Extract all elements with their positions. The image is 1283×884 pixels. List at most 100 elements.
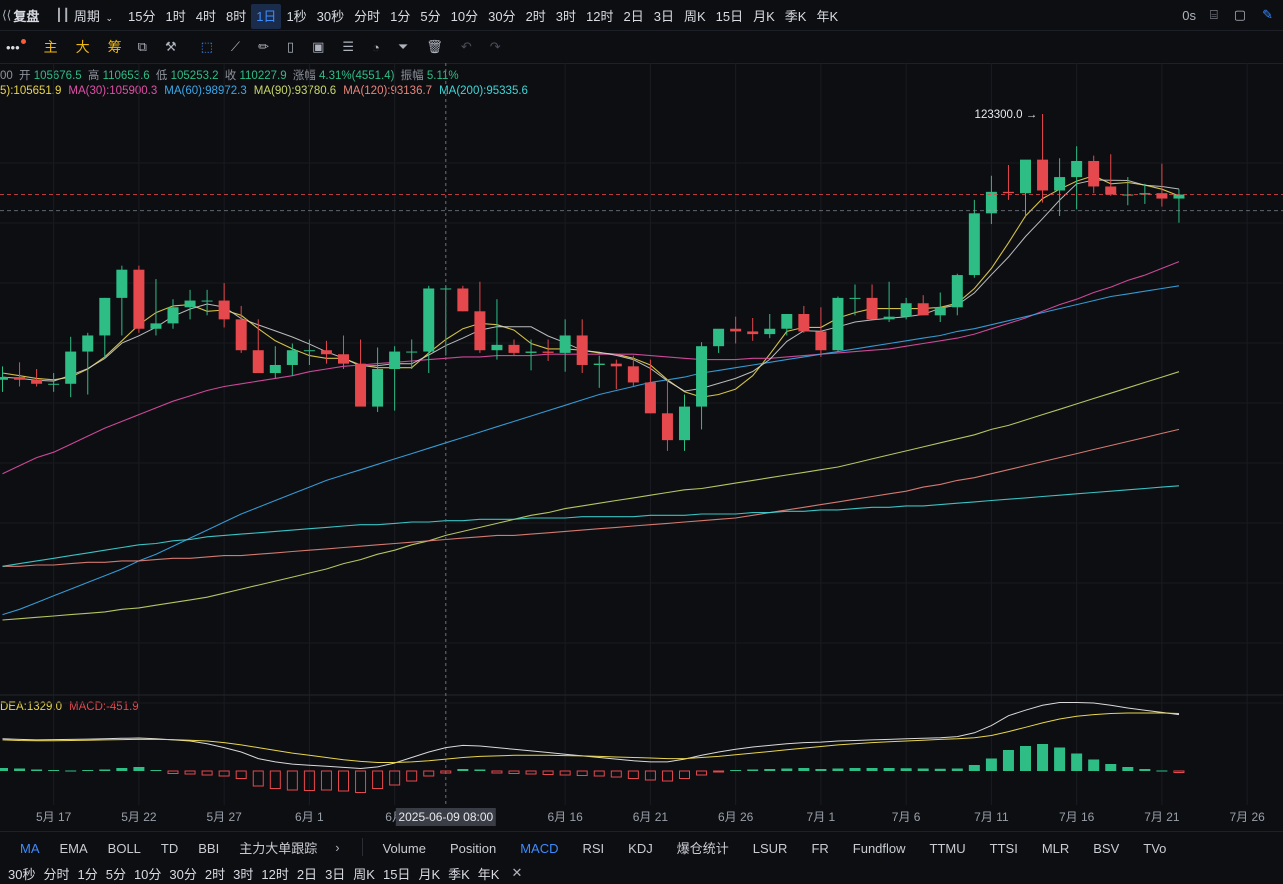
timeframe-20[interactable]: 季K <box>784 8 807 24</box>
bottom-timeframe-9[interactable]: 2日 <box>296 866 318 882</box>
cursor-icon[interactable]: ⬚ <box>200 39 213 54</box>
timeframe-1[interactable]: 1时 <box>165 8 186 24</box>
candle-tool-icon[interactable]: ▯ <box>286 39 295 54</box>
macd-bar <box>1139 769 1151 771</box>
timeframe-0[interactable]: 15分 <box>128 8 156 24</box>
bottom-timeframe-10[interactable]: 3日 <box>325 866 346 882</box>
x-axis-label: 5月 17 <box>36 810 72 824</box>
timeframe-4[interactable]: 1日 <box>251 3 282 29</box>
close-icon[interactable]: ✕ <box>511 865 523 880</box>
bottom-timeframe-11[interactable]: 周K <box>353 866 375 882</box>
tab-main-5[interactable]: 主力大单跟踪 <box>239 840 318 856</box>
note-icon[interactable]: ▣ <box>312 39 325 54</box>
bottom-timeframe-15[interactable]: 年K <box>477 866 500 882</box>
price-chart[interactable]: 123300.0 →5月 17 5月 22 5月 27 6月 1 6月 6月 16 6月 2… <box>0 63 1283 863</box>
macd-bar <box>1105 764 1117 771</box>
timeframe-21[interactable]: 年K <box>816 8 839 24</box>
chip-distribution-button[interactable]: 筹 <box>107 39 122 55</box>
candle-body <box>14 377 26 380</box>
large-order-button[interactable]: 大 <box>75 39 90 55</box>
trash-icon[interactable]: 🗑 <box>426 39 443 54</box>
tab-sub-13[interactable]: TVo <box>1143 840 1167 856</box>
tab-sub-9[interactable]: TTMU <box>929 840 966 856</box>
undo-icon[interactable]: ↶ <box>460 39 472 54</box>
tab-sub-0[interactable]: Volume <box>382 840 426 856</box>
bottom-timeframe-3[interactable]: 5分 <box>105 866 126 882</box>
tab-main-0[interactable]: MA <box>20 840 40 856</box>
period-dropdown[interactable]: 周期 ⌄ <box>74 6 113 25</box>
bottom-timeframe-4[interactable]: 10分 <box>133 866 162 882</box>
timeframe-19[interactable]: 月K <box>753 8 775 24</box>
candle-body <box>644 382 656 414</box>
candle-body <box>525 351 537 353</box>
timeframe-12[interactable]: 2时 <box>525 8 546 24</box>
candle-body <box>1071 160 1083 178</box>
tab-sub-10[interactable]: TTSI <box>989 840 1018 856</box>
x-axis-label: 6月 1 <box>295 810 324 824</box>
tab-main-1[interactable]: EMA <box>59 840 88 856</box>
magnet-icon[interactable]: ⧉ <box>137 39 147 54</box>
timeframe-3[interactable]: 8时 <box>225 8 247 24</box>
timeframe-8[interactable]: 1分 <box>390 8 411 24</box>
timeframe-18[interactable]: 15日 <box>715 8 744 24</box>
chevron-right-icon[interactable]: › <box>335 839 340 855</box>
timeframe-9[interactable]: 5分 <box>420 8 441 24</box>
bottom-timeframe-0[interactable]: 30秒 <box>8 866 36 882</box>
bottom-timeframe-1[interactable]: 分时 <box>43 866 70 882</box>
bottom-timeframe-7[interactable]: 3时 <box>233 866 254 882</box>
tab-main-4[interactable]: BBI <box>198 840 220 856</box>
timeframe-11[interactable]: 30分 <box>488 8 516 24</box>
candle-body <box>968 213 980 276</box>
bottom-timeframe-14[interactable]: 季K <box>448 866 470 882</box>
timeframe-16[interactable]: 3日 <box>653 8 674 24</box>
timeframe-10[interactable]: 10分 <box>450 8 479 24</box>
more-menu-button[interactable]: ••• <box>6 39 20 55</box>
tab-sub-6[interactable]: LSUR <box>752 840 788 856</box>
bottom-timeframe-8[interactable]: 12时 <box>261 866 289 882</box>
tab-sub-12[interactable]: BSV <box>1093 840 1120 856</box>
tab-main-3[interactable]: TD <box>160 840 179 856</box>
bottom-timeframe-12[interactable]: 15日 <box>382 866 411 882</box>
timeframe-6[interactable]: 30秒 <box>316 8 345 24</box>
timeframe-15[interactable]: 2日 <box>623 8 644 24</box>
edit-icon[interactable]: ✎ <box>1262 7 1273 22</box>
timeframe-5[interactable]: 1秒 <box>286 8 307 24</box>
timeframe-14[interactable]: 12时 <box>586 8 614 24</box>
bottom-timeframe-6[interactable]: 2时 <box>204 866 226 882</box>
indicator-tabs: MA EMA BOLL TD BBI 主力大单跟踪 › Volume Position MAC… <box>0 831 1283 862</box>
tab-sub-5[interactable]: 爆仓统计 <box>676 840 729 856</box>
filter-icon[interactable]: ⏷ <box>397 39 409 54</box>
tab-sub-3[interactable]: RSI <box>582 840 605 856</box>
bottom-timeframe-13[interactable]: 月K <box>418 866 441 882</box>
ma-line-short <box>2 179 1180 392</box>
ruler-icon[interactable]: ⟋ <box>230 39 241 54</box>
candle-body <box>627 366 639 383</box>
bottom-timeframe-5[interactable]: 30分 <box>169 866 197 882</box>
timeframe-13[interactable]: 3时 <box>555 8 577 24</box>
save-icon[interactable]: ▢ <box>1233 7 1247 22</box>
high-price-marker: 123300.0 → <box>975 109 1038 121</box>
tab-sub-1[interactable]: Position <box>449 840 497 856</box>
main-tool-button[interactable]: 主 <box>43 39 58 55</box>
period-label: 周期 <box>73 8 100 24</box>
tab-sub-8[interactable]: Fundflow <box>852 840 906 856</box>
brush-icon[interactable]: ◔ <box>372 39 380 55</box>
camera-icon[interactable]: ⌸ <box>1209 7 1218 22</box>
tab-sub-7[interactable]: FR <box>811 840 829 856</box>
tab-sub-11[interactable]: MLR <box>1041 840 1070 856</box>
redo-icon[interactable]: ↷ <box>489 39 501 54</box>
macd-bar <box>82 770 94 771</box>
tab-sub-4[interactable]: KDJ <box>628 840 653 856</box>
replay-icon[interactable]: ⟨⟨ <box>2 8 12 22</box>
candle-type-icon[interactable]: ┃┃ <box>55 8 70 22</box>
tab-sub-2[interactable]: MACD <box>520 840 559 856</box>
settings-draw-icon[interactable]: ⚒ <box>164 39 177 54</box>
replay-label[interactable]: 复盘 <box>13 8 40 24</box>
timeframe-17[interactable]: 周K <box>683 8 706 24</box>
bottom-timeframe-2[interactable]: 1分 <box>77 866 98 882</box>
timeframe-7[interactable]: 分时 <box>354 8 381 24</box>
timeframe-2[interactable]: 4时 <box>195 8 216 24</box>
pen-icon[interactable]: ✏ <box>258 39 269 54</box>
tab-main-2[interactable]: BOLL <box>107 840 141 856</box>
text-icon[interactable]: ☰ <box>342 39 355 54</box>
